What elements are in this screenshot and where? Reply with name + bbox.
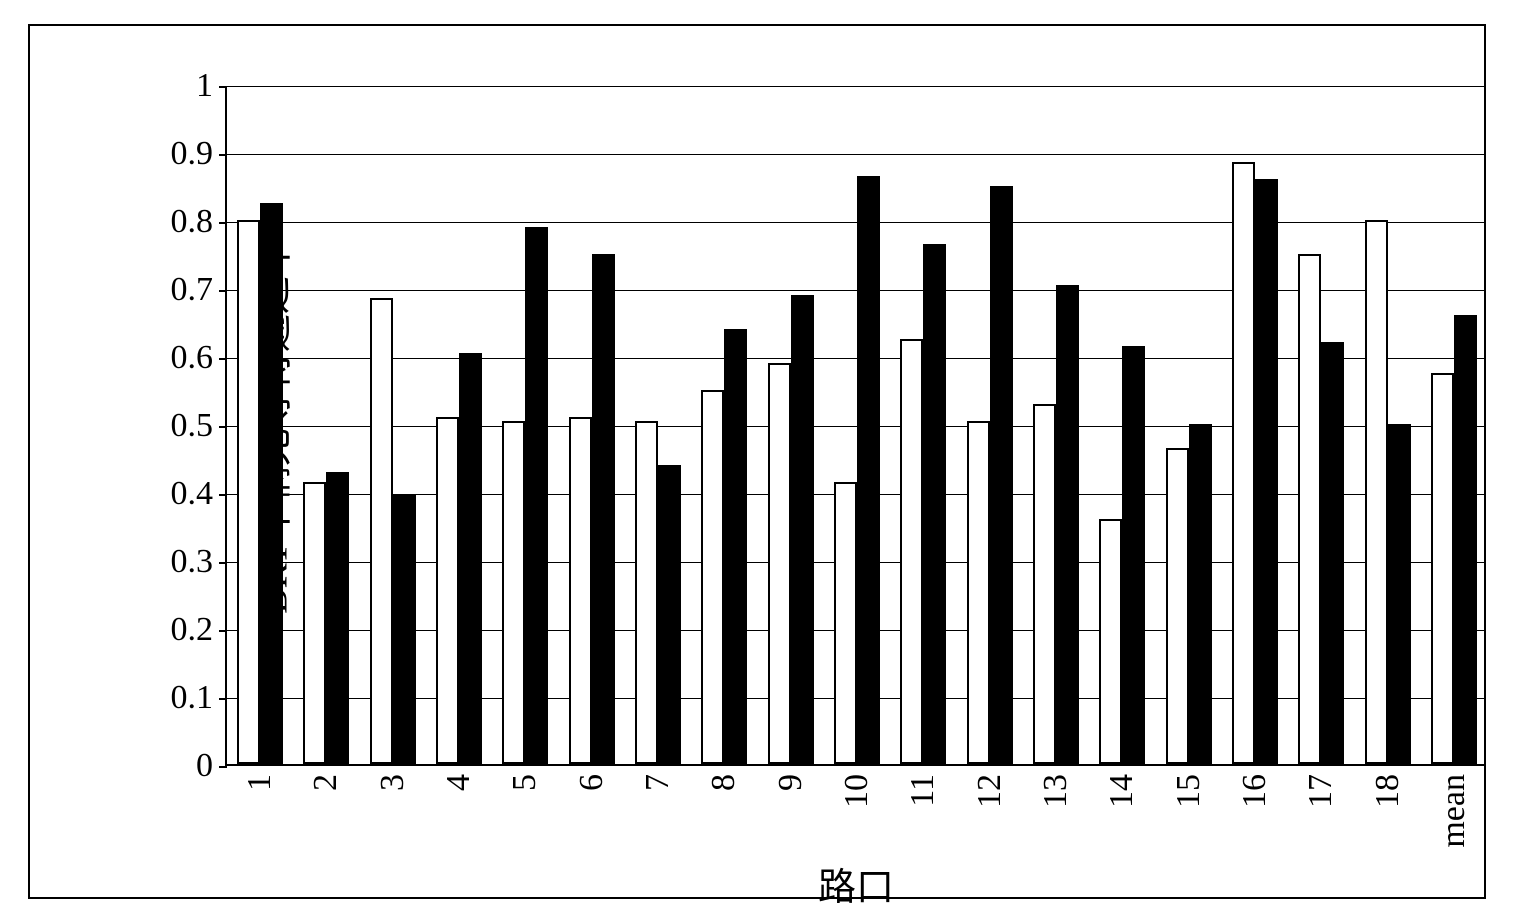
plot-area: 路口 00.10.20.30.40.50.60.70.80.9112345678…: [225, 86, 1485, 766]
bar-black: [857, 176, 880, 764]
bar-white: [900, 339, 923, 764]
y-tick-label: 0.5: [171, 407, 214, 445]
chart-frame: BRT车辆无等待通过率 路口 00.10.20.30.40.50.60.70.8…: [28, 24, 1486, 899]
bar-white: [1166, 448, 1189, 764]
bar-black: [791, 295, 814, 764]
bar-white: [768, 363, 791, 764]
y-tick-label: 0.8: [171, 203, 214, 241]
y-tick-label: 0.6: [171, 339, 214, 377]
y-tick: [219, 698, 227, 700]
gridline: [227, 86, 1485, 87]
bar-white: [502, 421, 525, 764]
bar-white: [237, 220, 260, 764]
bar-white: [436, 417, 459, 764]
bar-white: [1298, 254, 1321, 764]
y-tick-label: 0.9: [171, 135, 214, 173]
bar-black: [990, 186, 1013, 764]
bar-white: [701, 390, 724, 764]
x-tick-label: 6: [573, 774, 611, 791]
y-tick: [219, 290, 227, 292]
x-tick-label: 3: [374, 774, 412, 791]
gridline: [227, 426, 1485, 427]
y-tick-label: 0.2: [171, 611, 214, 649]
y-tick: [219, 86, 227, 88]
y-tick-label: 1: [196, 67, 213, 105]
x-tick-label: 12: [971, 774, 1009, 808]
bar-white: [1033, 404, 1056, 764]
bar-black: [1321, 342, 1344, 764]
bar-black: [525, 227, 548, 764]
y-tick: [219, 494, 227, 496]
bar-white: [1099, 519, 1122, 764]
bar-black: [1122, 346, 1145, 764]
x-tick-label: 9: [772, 774, 810, 791]
x-tick-label: 13: [1037, 774, 1075, 808]
bar-black: [724, 329, 747, 764]
bar-white: [370, 298, 393, 764]
y-tick-label: 0.7: [171, 271, 214, 309]
bar-white: [967, 421, 990, 764]
bar-black: [459, 353, 482, 764]
x-tick-label: 15: [1170, 774, 1208, 808]
bar-black: [1255, 179, 1278, 764]
bar-black: [326, 472, 349, 764]
gridline: [227, 222, 1485, 223]
y-tick: [219, 358, 227, 360]
x-tick-label: 10: [838, 774, 876, 808]
x-tick-label: 14: [1103, 774, 1141, 808]
bar-black: [393, 495, 416, 764]
x-tick-label: 4: [440, 774, 478, 791]
y-tick-label: 0.4: [171, 475, 214, 513]
bar-white: [1232, 162, 1255, 764]
bar-black: [1189, 424, 1212, 764]
y-tick: [219, 562, 227, 564]
x-tick-label: 8: [705, 774, 743, 791]
x-tick-label: 5: [506, 774, 544, 791]
y-tick: [219, 766, 227, 768]
bar-white: [1431, 373, 1454, 764]
x-tick-label: 17: [1302, 774, 1340, 808]
x-tick-label: 16: [1236, 774, 1274, 808]
bar-black: [658, 465, 681, 764]
bar-white: [569, 417, 592, 764]
bar-white: [303, 482, 326, 764]
x-tick-label: 11: [904, 774, 942, 807]
bar-black: [1056, 285, 1079, 764]
x-tick-label: mean: [1435, 774, 1473, 848]
x-tick-label: 2: [307, 774, 345, 791]
bar-black: [592, 254, 615, 764]
bar-black: [923, 244, 946, 764]
gridline: [227, 154, 1485, 155]
y-tick: [219, 426, 227, 428]
y-tick: [219, 222, 227, 224]
y-tick-label: 0.1: [171, 679, 214, 717]
bar-black: [260, 203, 283, 764]
y-tick-label: 0.3: [171, 543, 214, 581]
y-tick-label: 0: [196, 747, 213, 785]
y-tick: [219, 630, 227, 632]
x-tick-label: 7: [639, 774, 677, 791]
bar-black: [1388, 424, 1411, 764]
bar-white: [635, 421, 658, 764]
gridline: [227, 358, 1485, 359]
bar-white: [1365, 220, 1388, 764]
x-axis-title: 路口: [818, 856, 894, 911]
gridline: [227, 290, 1485, 291]
bar-black: [1454, 315, 1477, 764]
x-tick-label: 18: [1369, 774, 1407, 808]
x-tick-label: 1: [241, 774, 279, 791]
bar-white: [834, 482, 857, 764]
y-tick: [219, 154, 227, 156]
